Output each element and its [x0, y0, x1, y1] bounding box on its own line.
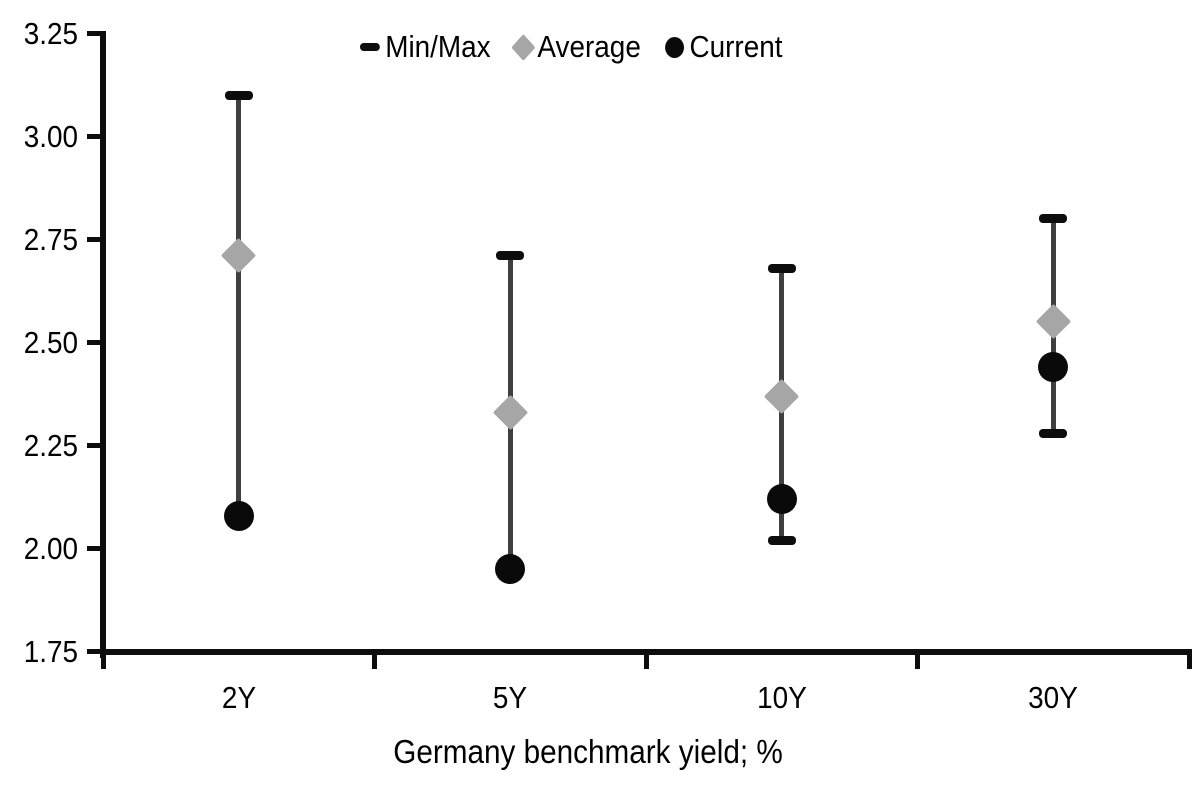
x-axis-tick — [643, 654, 649, 669]
y-axis-tick — [87, 134, 100, 139]
x-tick-label: 2Y — [221, 680, 256, 715]
current-circle-marker — [495, 554, 526, 585]
legend: Min/Max Average Current — [360, 28, 782, 66]
x-axis-tick — [915, 654, 920, 669]
y-axis-tick — [87, 237, 100, 242]
x-axis-tick — [372, 654, 377, 669]
average-diamond-marker — [492, 394, 528, 431]
legend-dash-icon — [360, 43, 380, 51]
min-cap-marker — [767, 535, 796, 545]
y-tick-label: 2.75 — [23, 221, 78, 257]
y-axis-line — [100, 31, 106, 658]
min-cap-marker — [1039, 428, 1068, 438]
x-axis-line — [100, 649, 1192, 655]
y-tick-label: 1.75 — [23, 633, 78, 669]
average-diamond-marker — [764, 378, 800, 414]
current-circle-marker — [766, 484, 797, 515]
average-diamond-marker — [1035, 304, 1071, 340]
max-cap-marker — [496, 251, 525, 261]
y-tick-label: 2.25 — [23, 427, 78, 463]
legend-label: Min/Max — [385, 29, 491, 64]
y-axis-tick — [87, 31, 100, 36]
x-axis-title: Germany benchmark yield; % — [393, 733, 783, 770]
current-circle-marker — [1038, 352, 1069, 383]
y-axis-tick — [87, 546, 100, 551]
x-tick-label: 30Y — [1028, 680, 1079, 715]
y-tick-label: 2.00 — [23, 530, 78, 566]
y-axis-tick — [87, 649, 100, 654]
x-tick-label: 5Y — [493, 680, 528, 715]
y-tick-label: 3.00 — [23, 118, 78, 154]
max-cap-marker — [767, 263, 796, 273]
legend-circle-icon — [665, 36, 685, 58]
y-tick-label: 3.25 — [23, 15, 78, 51]
legend-item: Current — [665, 28, 782, 66]
max-cap-marker — [224, 90, 253, 100]
legend-item: Min/Max — [360, 28, 491, 66]
y-tick-label: 2.50 — [23, 324, 78, 360]
current-circle-marker — [223, 500, 254, 531]
legend-label: Current — [689, 29, 783, 64]
x-axis-tick — [100, 654, 106, 669]
y-axis-tick — [87, 340, 100, 345]
legend-item: Average — [511, 28, 641, 66]
y-axis-tick — [87, 443, 100, 448]
legend-label: Average — [537, 29, 641, 64]
x-tick-label: 10Y — [756, 680, 807, 715]
min-max-range-line — [236, 95, 242, 516]
average-diamond-marker — [221, 238, 257, 274]
max-cap-marker — [1039, 214, 1068, 224]
x-axis-tick — [1186, 654, 1192, 669]
legend-diamond-icon — [511, 33, 536, 61]
